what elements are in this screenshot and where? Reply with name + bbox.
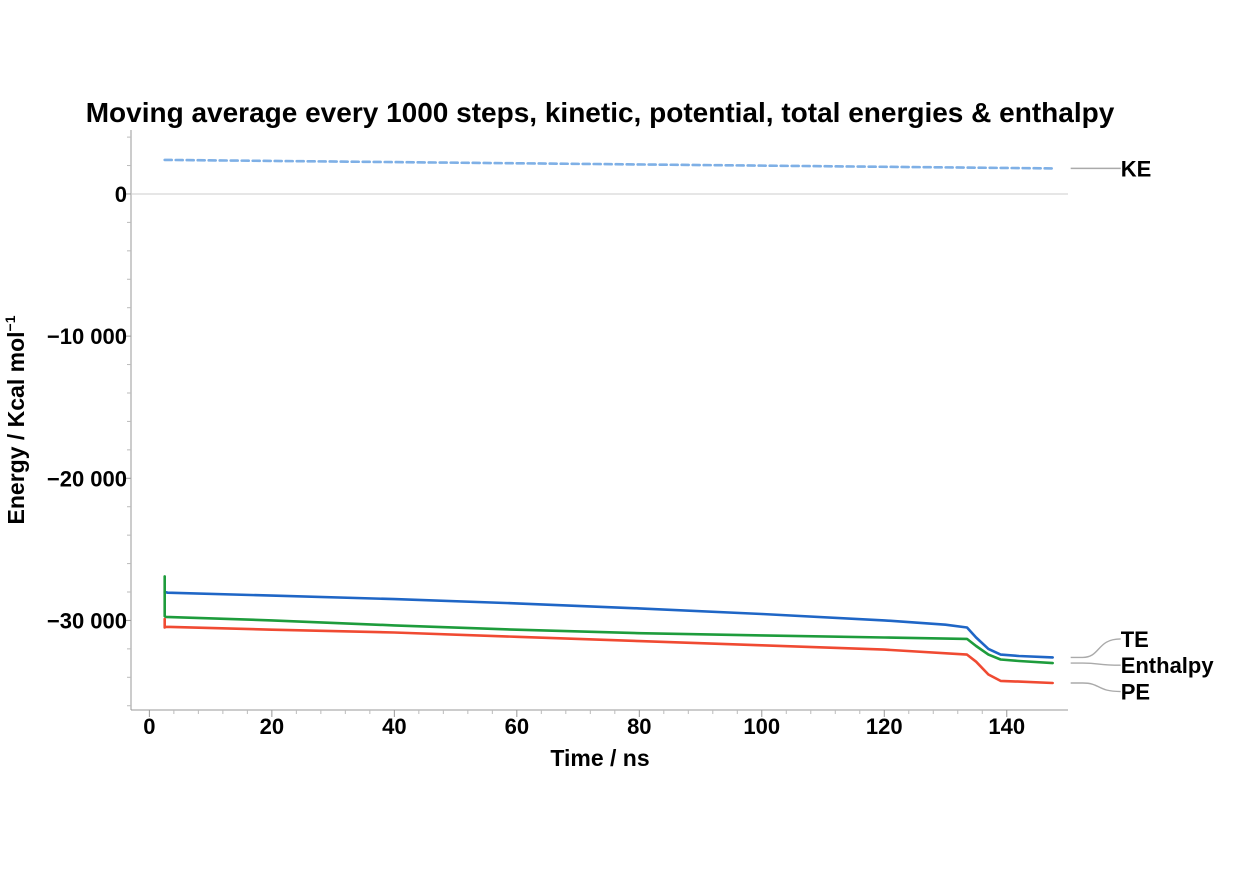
y-tick-label: 0 — [115, 182, 127, 207]
x-tick-label: 100 — [743, 714, 780, 739]
leader-line-te — [1070, 638, 1121, 659]
y-tick-label: −10 000 — [47, 324, 127, 349]
chart-title: Moving average every 1000 steps, kinetic… — [86, 97, 1115, 128]
y-axis-title-superscript: −1 — [2, 315, 18, 331]
x-tick-label: 60 — [505, 714, 529, 739]
x-axis-title: Time / ns — [550, 745, 649, 771]
x-tick-label: 20 — [260, 714, 284, 739]
y-axis-title: Energy / Kcal mol−1 — [2, 315, 29, 524]
x-tick-label: 0 — [143, 714, 155, 739]
series-line-ke — [163, 158, 1054, 170]
x-tick-group: 0 20 40 60 80 100 120 140 — [143, 710, 1025, 739]
series-line-pe — [163, 617, 1054, 685]
x-tick-label: 40 — [382, 714, 406, 739]
series-label-pe: PE — [1121, 680, 1150, 705]
series-line-te — [163, 590, 1054, 659]
series-label-te: TE — [1121, 627, 1149, 652]
series-label-ke: KE — [1121, 156, 1152, 181]
x-tick-label: 120 — [866, 714, 903, 739]
series-line-enthalpy — [163, 575, 1054, 665]
leader-line-enthalpy — [1070, 662, 1121, 666]
series-layer — [163, 158, 1054, 685]
y-axis-title-main: Energy / Kcal mol — [3, 331, 29, 524]
leader-line-pe — [1070, 682, 1121, 693]
x-tick-label: 140 — [988, 714, 1025, 739]
y-tick-group: 0 −10 000 −20 000 −30 000 — [47, 136, 131, 707]
y-tick-label: −20 000 — [47, 466, 127, 491]
y-tick-label: −30 000 — [47, 608, 127, 633]
series-label-enthalpy: Enthalpy — [1121, 653, 1215, 678]
x-tick-label: 80 — [627, 714, 651, 739]
